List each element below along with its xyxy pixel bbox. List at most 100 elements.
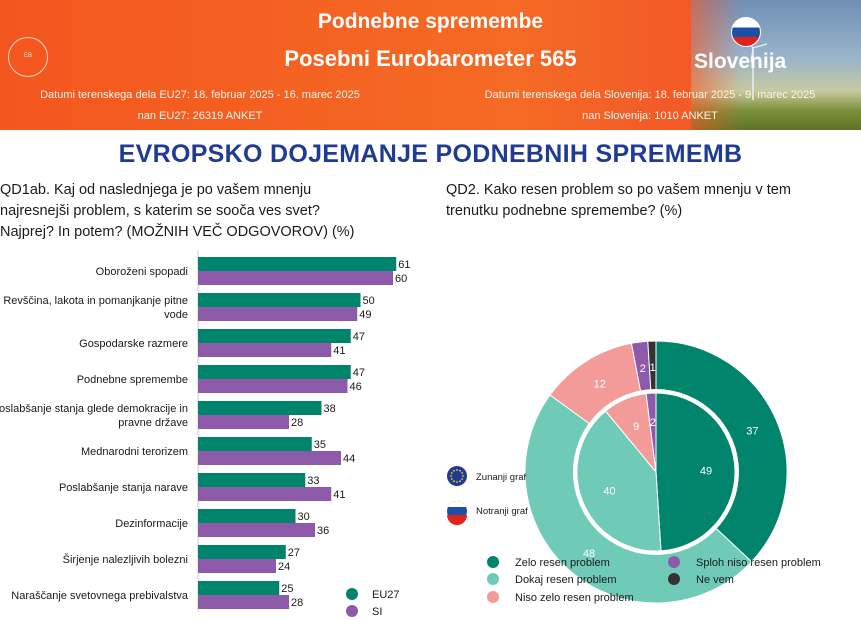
bar-value-label: 47 xyxy=(353,367,365,379)
legend-label-dont-know: Ne vem xyxy=(696,574,734,586)
category-label: Oboroženi spopadi xyxy=(96,266,188,278)
category-label: Širjenje nalezljivih bolezni xyxy=(63,553,188,566)
eu-bar xyxy=(198,545,286,559)
si-bar xyxy=(198,559,276,573)
si-flag-red xyxy=(447,515,467,525)
eu-flag-icon xyxy=(447,466,467,486)
eu-flag-star xyxy=(462,475,464,477)
bar-value-label: 30 xyxy=(298,511,310,523)
legend-label-not-serious-at-all: Sploh niso resen problem xyxy=(696,557,821,569)
category-label: Podnebne spremembe xyxy=(77,374,188,386)
question-line: QD2. Kako resen problem so po vašem mnen… xyxy=(446,182,791,198)
si-bar xyxy=(198,595,289,609)
inner-slice-fairly-serious xyxy=(576,410,662,552)
eu-fieldwork-dates: Datumi terenskega dela EU27: 18. februar… xyxy=(40,89,360,101)
header-title: Podnebne spremembe xyxy=(317,10,544,33)
legend-marker-very-serious xyxy=(487,556,499,568)
legend-eu-marker xyxy=(346,588,358,600)
bar-value-label: 49 xyxy=(359,309,371,321)
category-label: vode xyxy=(164,309,188,321)
category-label: Revščina, lakota in pomanjkanje pitne xyxy=(3,295,188,307)
inner-value-label: 2 xyxy=(650,417,656,429)
legend-label-fairly-serious: Dokaj resen problem xyxy=(515,574,617,586)
inner-value-label: 49 xyxy=(700,465,712,477)
eu-bar xyxy=(198,329,351,343)
eu-flag-star xyxy=(459,480,461,483)
eu-flag-star xyxy=(461,478,464,480)
bar-chart-question: QD1ab. Kaj od naslednjega je po vašem mn… xyxy=(0,180,370,243)
category-label: Poslabšanje stanja glede demokracije in xyxy=(0,403,188,415)
page-title: EVROPSKO DOJEMANJE PODNEBNIH SPREMEMB xyxy=(118,140,743,168)
eu-bar xyxy=(198,257,397,271)
bar-value-label: 50 xyxy=(363,295,375,307)
eu-bar xyxy=(198,473,306,487)
eu-flag-star xyxy=(450,472,453,474)
category-label: Mednarodni terorizem xyxy=(81,446,188,458)
legend-label-very-serious: Zelo resen problem xyxy=(515,557,610,569)
outer-value-label: 48 xyxy=(583,548,595,560)
outer-ring-legend-label: Zunanji graf xyxy=(476,472,527,483)
bar-value-label: 33 xyxy=(307,475,319,487)
inner-slice-not-serious-at-all xyxy=(645,392,657,473)
category-label: pravne države xyxy=(118,417,188,429)
eu-flag-star xyxy=(461,472,464,474)
eu-bar xyxy=(198,437,312,451)
si-bar xyxy=(198,451,341,465)
eu-flag-star xyxy=(450,478,453,480)
si-bar xyxy=(198,523,315,537)
si-bar xyxy=(198,343,332,357)
pie-chart-question: QD2. Kako resen problem so po vašem mnen… xyxy=(446,180,846,222)
eu-bar xyxy=(198,581,280,595)
eu-flag-star xyxy=(456,481,458,483)
bar-value-label: 35 xyxy=(314,439,326,451)
legend-label: SI xyxy=(372,606,382,618)
inner-value-label: 9 xyxy=(633,421,639,433)
question-line: QD1ab. Kaj od naslednjega je po vašem mn… xyxy=(0,182,312,198)
bar-value-label: 28 xyxy=(291,417,303,429)
question-line: Najprej? In potem? (MOŽNIH VEČ ODGOVOROV… xyxy=(0,224,355,240)
legend-marker-not-very-serious xyxy=(487,591,499,603)
eu-sample-size: nan EU27: 26319 ANKET xyxy=(137,110,263,122)
inner-value-label: 40 xyxy=(603,485,615,497)
bar-value-label: 46 xyxy=(350,381,362,393)
category-label: Naraščanje svetovnega prebivalstva xyxy=(11,590,189,602)
legend-marker-dont-know xyxy=(668,573,680,585)
eu-flag-star xyxy=(456,469,458,471)
category-label: Gospodarske razmere xyxy=(79,338,188,350)
eu-bar xyxy=(198,509,296,523)
si-bar xyxy=(198,379,348,393)
bar-chart: Oboroženi spopadi 61 60 Revščina, lakota in… xyxy=(0,250,411,618)
category-label: Poslabšanje stanja narave xyxy=(59,482,188,494)
si-bar xyxy=(198,271,393,285)
outer-value-label: 12 xyxy=(594,378,606,390)
bar-value-label: 25 xyxy=(281,583,293,595)
inner-ring-legend-label: Notranji graf xyxy=(476,506,528,517)
eu-flag-star xyxy=(453,469,455,472)
si-bar xyxy=(198,487,332,501)
bar-value-label: 28 xyxy=(291,597,303,609)
bar-value-label: 44 xyxy=(343,453,355,465)
header-subtitle: Posebni Eurobarometer 565 xyxy=(284,46,577,71)
outer-value-label: 1 xyxy=(650,362,656,374)
eu-flag-star xyxy=(450,475,452,477)
eu-bar xyxy=(198,365,351,379)
bar-value-label: 38 xyxy=(324,403,336,415)
si-bar xyxy=(198,415,289,429)
eu-flag-star xyxy=(453,480,455,483)
header-banner: EB Podnebne spremembe Posebni Eurobarome… xyxy=(0,0,861,130)
outer-value-label: 37 xyxy=(746,425,758,437)
bar-value-label: 41 xyxy=(333,345,345,357)
eurobarometer-logo: EB xyxy=(8,37,48,77)
category-label: Dezinformacije xyxy=(115,518,188,530)
bar-value-label: 24 xyxy=(278,561,290,573)
legend-label: EU27 xyxy=(372,589,400,601)
si-fieldwork-dates: Datumi terenskega dela Slovenija: 18. fe… xyxy=(484,89,816,101)
bar-value-label: 36 xyxy=(317,525,329,537)
legend-marker-fairly-serious xyxy=(487,573,499,585)
question-line: trenutku podnebne spremembe? (%) xyxy=(446,203,683,219)
slovenia-flag-icon xyxy=(731,17,761,47)
bar-value-label: 47 xyxy=(353,331,365,343)
si-flag-white xyxy=(447,501,467,511)
legend-label-not-very-serious: Niso zelo resen problem xyxy=(515,592,634,604)
